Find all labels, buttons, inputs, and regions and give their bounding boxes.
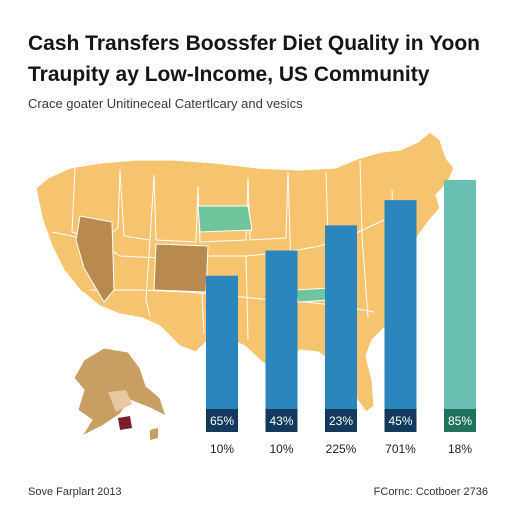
- data-label-boxes: [206, 409, 476, 432]
- bar-5: [444, 180, 476, 432]
- map-highlight-state-nevada: [75, 215, 115, 303]
- data-label-4: 45%: [388, 414, 412, 428]
- data-label-box-1: [206, 409, 238, 432]
- data-label-5: 85%: [448, 414, 472, 428]
- data-label-box-2: [265, 409, 298, 432]
- data-label-box-4: [384, 409, 417, 432]
- chart-subtitle: Crace goater Unitineceal Catertlcary and…: [28, 96, 303, 111]
- map-alaska-detail: [108, 390, 132, 412]
- bar-3: [325, 225, 357, 432]
- data-label-3: 23%: [329, 414, 353, 428]
- bar-4: [384, 200, 417, 432]
- footer-credit: FCornc: Ccotboer 2736: [373, 486, 488, 498]
- category-label-5: 18%: [448, 442, 472, 456]
- category-label-4: 701%: [385, 442, 416, 456]
- map-island: [150, 428, 158, 440]
- data-label-2: 43%: [269, 414, 293, 428]
- bars-group: [206, 180, 476, 432]
- map-alaska-marker: [118, 416, 132, 430]
- chart-title: Cash Transfers Boossfer Diet Quality in …: [28, 32, 481, 86]
- map-highlight-state-east: [295, 287, 331, 303]
- category-label-3: 225%: [326, 442, 357, 456]
- map-highlight-state-colorado: [153, 243, 209, 293]
- category-labels-group: 10% 10% 225% 701% 18%: [210, 442, 472, 456]
- bar-1: [206, 275, 238, 432]
- data-label-1: 65%: [210, 414, 234, 428]
- data-labels-group: 65% 43% 23% 45% 85%: [210, 414, 472, 428]
- source-note: Sove Farplart 2013: [28, 486, 122, 498]
- map-highlight-state-south-dakota: [197, 205, 253, 233]
- data-label-box-3: [325, 409, 357, 432]
- bar-2: [265, 250, 298, 432]
- data-label-box-5: [444, 409, 476, 432]
- category-label-2: 10%: [269, 442, 293, 456]
- category-label-1: 10%: [210, 442, 234, 456]
